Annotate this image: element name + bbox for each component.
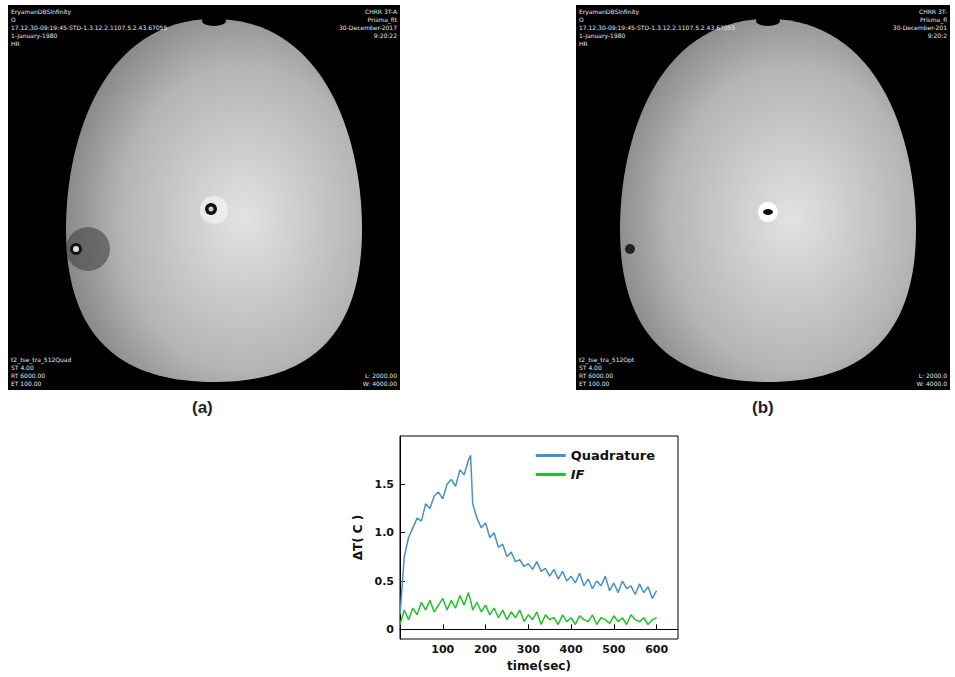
svg-text:0: 0 — [386, 623, 394, 636]
svg-text:ST 4.00: ST 4.00 — [579, 364, 602, 371]
svg-text:30-December-201: 30-December-201 — [893, 24, 947, 31]
svg-text:HR: HR — [11, 40, 20, 47]
svg-text:300: 300 — [517, 643, 540, 656]
svg-text:CHRR 3T-A: CHRR 3T-A — [365, 8, 398, 15]
svg-text:HR: HR — [579, 40, 588, 47]
svg-text:ET 100.00: ET 100.00 — [11, 380, 42, 387]
svg-text:Prisma_fi: Prisma_fi — [920, 16, 947, 24]
svg-text:Quadrature: Quadrature — [571, 448, 655, 463]
svg-text:O: O — [11, 16, 16, 23]
svg-text:W: 4000.00: W: 4000.00 — [363, 380, 398, 387]
svg-text:600: 600 — [645, 643, 668, 656]
svg-text:17.12.30-09:19:45-STD-1.3.12.2: 17.12.30-09:19:45-STD-1.3.12.2.1107.5.2.… — [11, 24, 167, 31]
svg-text:9:20:22: 9:20:22 — [374, 32, 397, 39]
svg-text:t2_tse_tra_512Quad: t2_tse_tra_512Quad — [11, 356, 71, 364]
svg-text:IF: IF — [571, 467, 585, 482]
svg-text:t2_tse_tra_512Opt: t2_tse_tra_512Opt — [579, 356, 635, 364]
svg-text:ΔT( C ): ΔT( C ) — [351, 515, 365, 561]
svg-text:L: 2000.00: L: 2000.00 — [365, 372, 397, 379]
svg-text:O: O — [579, 16, 584, 23]
svg-text:9:20:2: 9:20:2 — [928, 32, 947, 39]
svg-text:L: 2000.0: L: 2000.0 — [919, 372, 947, 379]
svg-text:1.5: 1.5 — [375, 478, 395, 491]
svg-text:0.5: 0.5 — [375, 575, 395, 588]
svg-text:1-January-1980: 1-January-1980 — [579, 32, 626, 40]
svg-text:1-January-1980: 1-January-1980 — [11, 32, 58, 40]
svg-text:RT 6000.00: RT 6000.00 — [579, 372, 613, 379]
svg-text:W: 4000.0: W: 4000.0 — [916, 380, 947, 387]
html-text:(a): (a) — [192, 398, 213, 417]
svg-text:RT 6000.00: RT 6000.00 — [11, 372, 45, 379]
svg-text:100: 100 — [431, 643, 454, 656]
svg-text:CHRR 3T-: CHRR 3T- — [919, 8, 947, 15]
svg-text:Prisma_fit: Prisma_fit — [368, 16, 398, 24]
svg-text:17.12.30-09:19:45-STD-1.3.12.2: 17.12.30-09:19:45-STD-1.3.12.2.1107.5.2.… — [579, 24, 735, 31]
svg-text:ET 100.00: ET 100.00 — [579, 380, 610, 387]
svg-text:EryamanDBSInfinity: EryamanDBSInfinity — [11, 8, 71, 16]
html-text:(b): (b) — [752, 398, 774, 417]
svg-text:EryamanDBSInfinity: EryamanDBSInfinity — [579, 8, 639, 16]
svg-text:30-December-2017: 30-December-2017 — [339, 24, 397, 31]
svg-text:1.0: 1.0 — [375, 526, 395, 539]
svg-text:500: 500 — [602, 643, 625, 656]
svg-text:ST 4.00: ST 4.00 — [11, 364, 34, 371]
svg-text:200: 200 — [474, 643, 497, 656]
svg-text:time(sec): time(sec) — [507, 659, 571, 673]
svg-text:400: 400 — [560, 643, 583, 656]
